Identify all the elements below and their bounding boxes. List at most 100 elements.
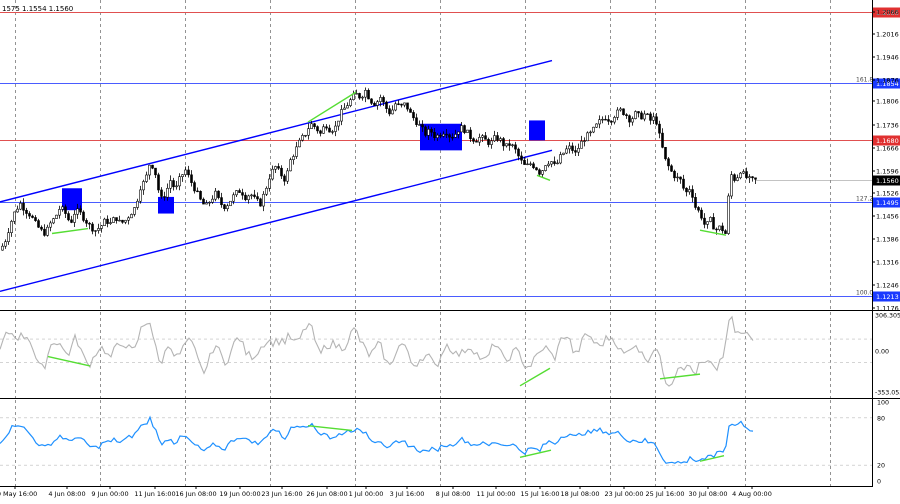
candle-body (91, 223, 94, 232)
fib-level-label: 127.2 (856, 196, 873, 203)
candle-body (235, 190, 238, 196)
candle-body (433, 131, 436, 138)
candle-body (550, 161, 553, 165)
candle-body (307, 128, 310, 136)
candle-body (562, 152, 565, 155)
rsi-line (0, 415, 754, 464)
candle-body (472, 138, 475, 142)
level-price-tag (873, 291, 900, 302)
candle-body (58, 209, 61, 216)
candle-body (316, 126, 319, 132)
candle-body (199, 191, 202, 200)
candle-body (46, 226, 49, 236)
candle-body (106, 218, 109, 224)
cci-axis-label: -353.0539 (875, 390, 900, 397)
rsi-axis-label: 20 (877, 463, 885, 470)
candle-body (424, 126, 427, 136)
cci-axis-label: 0.00 (875, 349, 889, 356)
candle-body (484, 135, 487, 140)
candle-body (232, 194, 235, 202)
candle-body (511, 144, 514, 146)
candle-body (274, 166, 277, 170)
candle-body (205, 202, 208, 205)
candle-body (151, 164, 154, 169)
candle-body (520, 155, 523, 161)
candle-body (553, 161, 556, 164)
candle-body (130, 214, 133, 219)
candle-body (499, 138, 502, 141)
level-price-text: 1.1213 (876, 293, 899, 301)
candle-body (19, 202, 22, 210)
candle-body (505, 143, 508, 147)
current-price-text: 1.1560 (876, 177, 899, 185)
time-axis-label: 15 Jul 16:00 (521, 490, 560, 498)
candle-body (391, 109, 394, 115)
candle-body (514, 144, 517, 150)
price-divergence-line (51, 227, 89, 235)
current-price-tag (873, 175, 900, 186)
candle-body (613, 117, 616, 123)
candle-body (343, 107, 346, 110)
candle-body (133, 207, 136, 215)
candle-body (418, 124, 421, 126)
candle-body (301, 135, 304, 141)
candle-body (259, 198, 262, 207)
candle-body (490, 140, 493, 145)
candle-body (253, 194, 256, 197)
quote-readout: 1575 1.1554 1.1560 (2, 5, 73, 13)
candle-body (211, 198, 214, 203)
candle-body (640, 112, 643, 120)
candle-body (538, 169, 541, 175)
candle-body (730, 174, 733, 197)
candle-body (238, 190, 241, 193)
candle-body (37, 220, 40, 228)
candle-body (559, 154, 562, 164)
candle-body (55, 214, 58, 219)
candle-body (607, 119, 610, 122)
candle-body (376, 101, 379, 106)
candle-body (385, 101, 388, 109)
candle-body (280, 167, 283, 177)
candle-body (394, 103, 397, 111)
candle-body (334, 125, 337, 132)
candle-body (304, 134, 307, 137)
candle-body (298, 139, 301, 148)
candle-body (142, 181, 145, 191)
candle-body (622, 108, 625, 115)
price-axis-label: 1.1736 (876, 122, 899, 130)
candle-body (163, 196, 166, 198)
candle-body (172, 180, 175, 188)
candle-body (643, 113, 646, 120)
candle-body (286, 170, 289, 182)
candle-body (289, 159, 292, 172)
level-price-text: 1.1495 (876, 199, 899, 207)
candle-body (454, 134, 457, 138)
level-price-tag (873, 197, 900, 208)
candle-body (247, 195, 250, 201)
channel-lower-line (0, 149, 553, 293)
candle-body (682, 178, 685, 189)
candle-body (517, 148, 520, 157)
time-axis-label: 26 Jun 08:00 (306, 490, 347, 498)
candle-body (25, 209, 28, 214)
candle-body (136, 200, 139, 208)
candle-body (502, 138, 505, 147)
cci-axis-label: 306.3051 (875, 313, 900, 320)
candle-body (13, 211, 16, 222)
candle-body (583, 140, 586, 142)
candle-body (445, 133, 448, 136)
candle-body (724, 230, 727, 234)
cci-divergence-line (659, 373, 701, 380)
candle-body (646, 113, 649, 116)
candle-body (466, 129, 469, 133)
candle-body (220, 197, 223, 206)
candle-body (175, 185, 178, 188)
candle-body (751, 176, 754, 179)
candle-body (49, 222, 52, 228)
candle-body (475, 141, 478, 143)
candle-body (313, 123, 316, 127)
candle-body (256, 196, 259, 200)
candle-body (508, 143, 511, 146)
candle-body (40, 226, 43, 230)
